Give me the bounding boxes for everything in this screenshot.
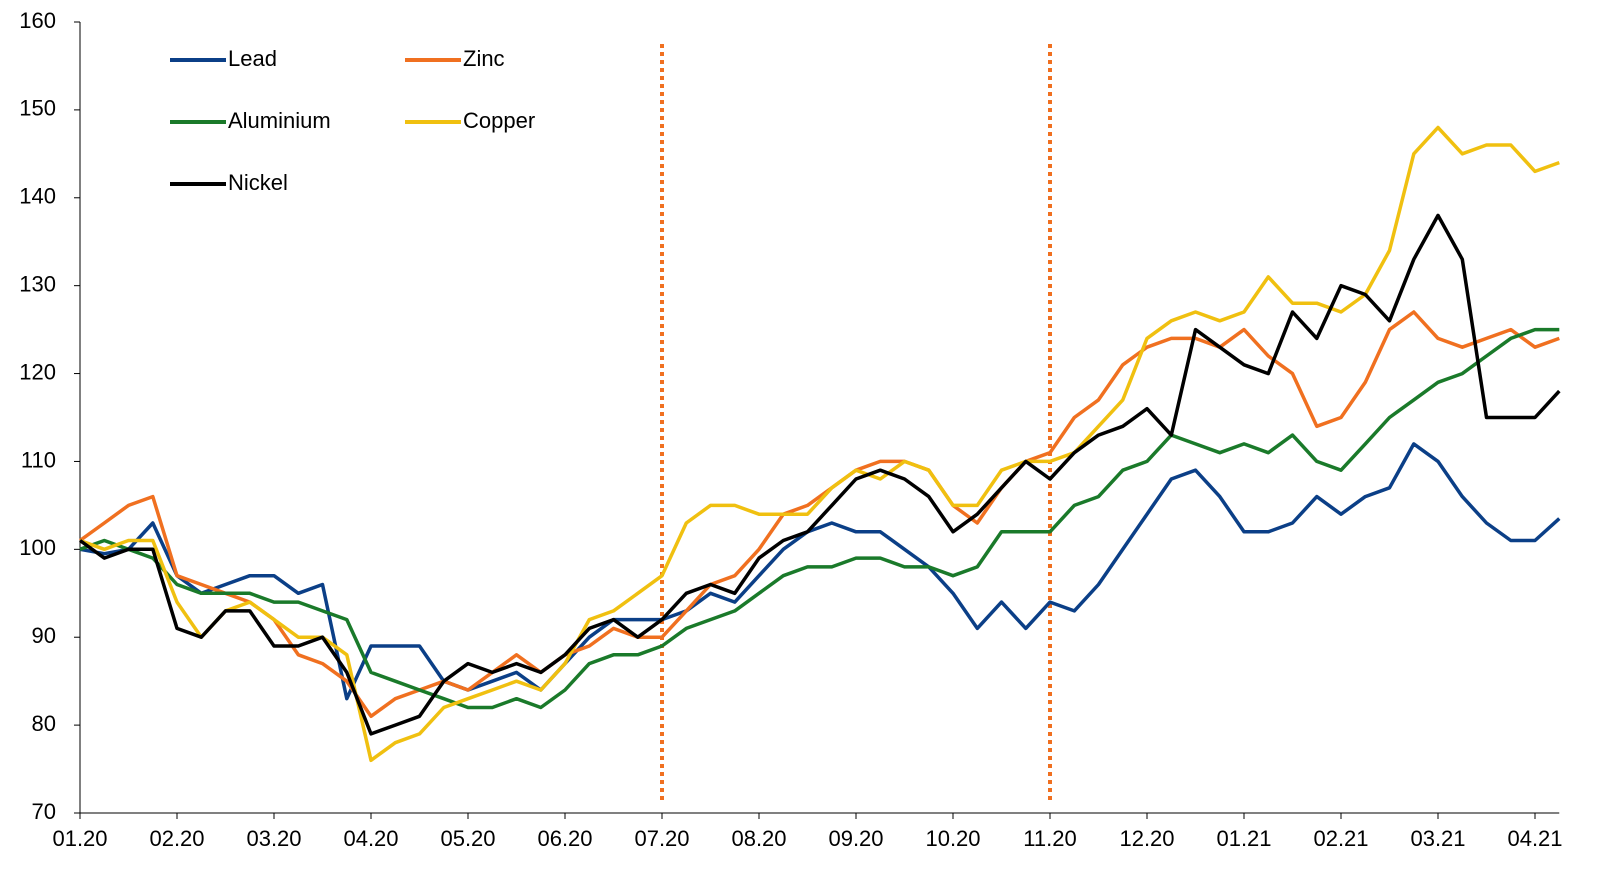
y-tick-label: 140	[19, 184, 56, 209]
series-line	[79, 442, 1561, 701]
x-tick-label: 06.20	[537, 826, 592, 851]
y-tick-label: 110	[21, 447, 56, 472]
y-tick-label: 150	[19, 96, 56, 121]
x-tick-label: 10.20	[925, 826, 980, 851]
y-tick-label: 70	[32, 799, 56, 824]
x-tick-label: 02.21	[1313, 826, 1368, 851]
x-tick-label: 11.20	[1023, 826, 1076, 851]
x-tick-label: 07.20	[634, 826, 689, 851]
series-line	[78, 310, 1560, 719]
x-tick-label: 02.20	[149, 826, 204, 851]
x-tick-label: 03.20	[246, 826, 301, 851]
x-tick-label: 09.20	[828, 826, 883, 851]
x-tick-label: 05.20	[440, 826, 495, 851]
x-tick-label: 04.21	[1507, 826, 1562, 851]
series-line	[79, 327, 1560, 710]
x-tick-label: 01.20	[52, 826, 107, 851]
x-tick-label: 08.20	[731, 826, 786, 851]
y-tick-label: 160	[19, 8, 56, 33]
legend-label: Nickel	[228, 170, 288, 195]
x-tick-label: 03.21	[1410, 826, 1465, 851]
x-tick-label: 01.21	[1216, 826, 1271, 851]
legend-label: Lead	[228, 46, 277, 71]
x-tick-label: 12.20	[1119, 826, 1174, 851]
legend-label: Aluminium	[228, 108, 331, 133]
y-tick-label: 100	[19, 535, 56, 560]
y-tick-label: 90	[32, 623, 56, 648]
legend-label: Zinc	[463, 46, 505, 71]
x-tick-label: 04.20	[343, 826, 398, 851]
y-tick-label: 130	[19, 271, 56, 296]
y-tick-label: 120	[19, 359, 56, 384]
y-tick-label: 80	[32, 711, 56, 736]
series-line	[78, 213, 1561, 736]
legend-label: Copper	[463, 108, 535, 133]
series-line	[79, 125, 1560, 763]
